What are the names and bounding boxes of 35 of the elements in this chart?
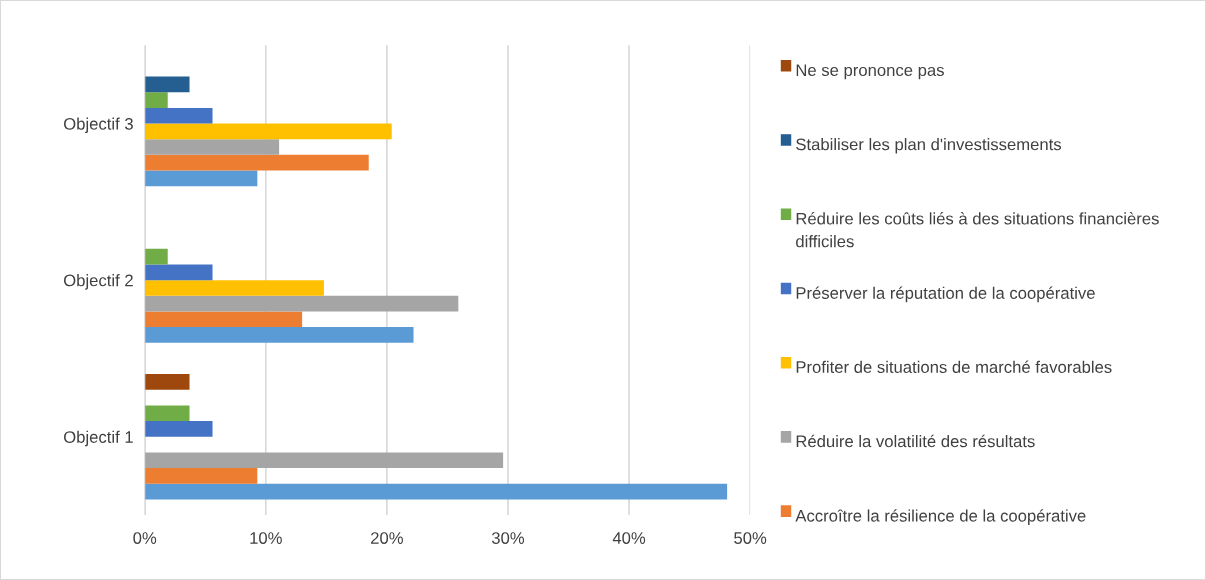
x-tick-label: 30% [491, 532, 525, 544]
legend-label: Ne se prononce pas [796, 64, 944, 80]
x-tick-label: 40% [612, 532, 646, 544]
bar [144, 311, 303, 328]
x-tick-label: 20% [371, 532, 403, 544]
bar [144, 139, 280, 155]
bar [144, 76, 190, 93]
bar [144, 248, 168, 265]
bar [144, 295, 459, 312]
x-tick-label: 10% [250, 532, 282, 544]
bar [144, 107, 213, 124]
legend-label: Profiter de situations de marché favorables [796, 360, 1112, 373]
bar [144, 264, 213, 281]
bar [144, 421, 213, 437]
x-tick-label: 50% [734, 532, 767, 544]
bar [144, 405, 190, 422]
bar [144, 452, 504, 469]
bar [144, 374, 190, 390]
legend-label: Accroître la résilience de la coopérative [795, 509, 1086, 525]
bar [144, 280, 324, 296]
bar [144, 468, 258, 484]
y-tick-label: Objectif 1 [64, 430, 133, 447]
legend-label: Stabiliser les plan d'investissements [796, 138, 1062, 154]
bar [144, 92, 168, 108]
bar [144, 154, 369, 171]
legend-label: Préserver la réputation de la coopérative [796, 286, 1095, 303]
x-tick-label: 0% [133, 532, 157, 544]
bar [144, 327, 414, 343]
bar [144, 123, 392, 140]
bar [144, 170, 258, 187]
y-tick-label: Objectif 2 [64, 274, 133, 290]
y-tick-label: Objectif 3 [64, 117, 133, 134]
legend-label: Réduire la volatilité des résultats [796, 434, 1035, 448]
bar [144, 483, 728, 500]
legend-label: Réduire les coûts liés à des situations financières difficiles [796, 212, 1159, 248]
